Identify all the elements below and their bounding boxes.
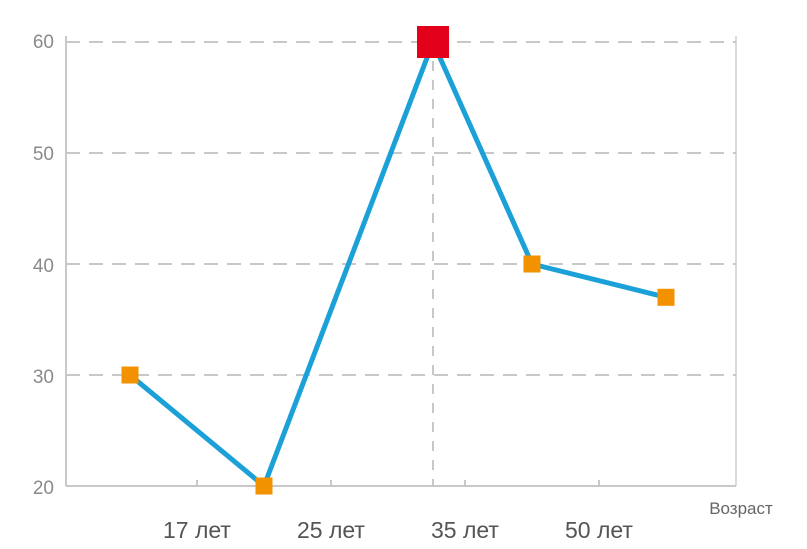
x-ticks	[196, 480, 600, 486]
data-marker	[657, 288, 675, 306]
data-marker	[121, 366, 139, 384]
y-tick-label: 20	[33, 478, 54, 499]
y-tick-label: 40	[33, 256, 54, 277]
x-category-label: 50 лет	[565, 517, 633, 543]
plot-frame	[65, 36, 737, 487]
peak-marker	[417, 26, 449, 58]
y-tick-label: 60	[33, 32, 54, 53]
y-tick-labels: 60 50 40 30 20	[33, 32, 54, 499]
data-marker	[255, 477, 273, 495]
x-category-label: 17 лет	[163, 517, 231, 543]
y-tick-label: 30	[33, 367, 54, 388]
series-layer	[121, 26, 675, 495]
gridlines	[66, 41, 736, 486]
y-tick-label: 50	[33, 144, 54, 165]
x-category-labels: 17 лет 25 лет 35 лет 50 лет	[163, 517, 633, 543]
x-axis-title: Возраст	[709, 499, 773, 518]
x-category-label: 35 лет	[431, 517, 499, 543]
x-category-label: 25 лет	[297, 517, 365, 543]
data-marker	[523, 255, 541, 273]
